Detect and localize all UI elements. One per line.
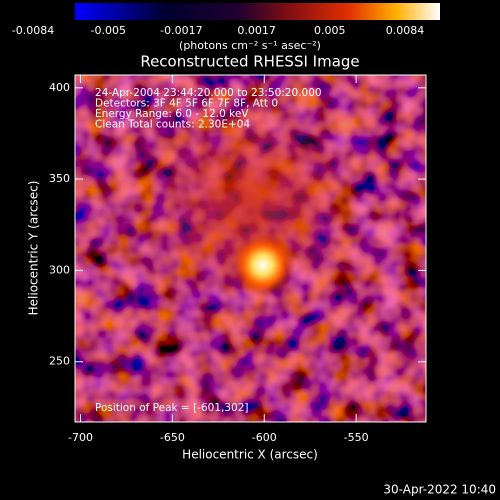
annotation: 24-Apr-2004 23:44:20.000 to 23:50:20.000 (95, 87, 322, 99)
annotation: Energy Range: 6.0 - 12.0 keV (95, 108, 249, 120)
colorbar-tick-label: 0.0084 (386, 24, 425, 37)
x-axis-label: Heliocentric X (arcsec) (182, 448, 318, 462)
timestamp: 30-Apr-2022 10:40 (383, 483, 496, 497)
colorbar (75, 3, 440, 20)
y-tick-label: 300 (49, 263, 70, 276)
x-tick-label: -550 (344, 431, 369, 444)
image (75, 75, 426, 422)
annotation: Detectors: 3F 4F 5F 6F 7F 8F, Att 0 (95, 98, 278, 110)
colorbar-tick-label: -0.005 (91, 24, 126, 37)
y-tick-label: 250 (49, 355, 70, 368)
colorbar-tick-label: -0.0017 (160, 24, 202, 37)
colorbar-tick-label: 0.0017 (237, 24, 276, 37)
y-tick-label: 400 (49, 81, 70, 94)
peak-annotation: Position of Peak = [-601,302] (95, 402, 249, 414)
colorbar-tick-label: -0.0084 (12, 24, 54, 37)
x-tick-label: -700 (68, 431, 93, 444)
y-axis-label: Heliocentric Y (arcsec) (27, 181, 41, 316)
x-tick-label: -600 (252, 431, 277, 444)
y-tick-label: 350 (49, 172, 70, 185)
annotation: Clean Total counts: 2.30E+04 (95, 119, 250, 131)
colorbar-label: (photons cm⁻² s⁻¹ asec⁻²) (179, 39, 321, 52)
colorbar-tick-label: 0.005 (314, 24, 346, 37)
chart-title: Reconstructed RHESSI Image (140, 53, 359, 71)
x-tick-label: -650 (160, 431, 185, 444)
plot-frame (74, 74, 427, 423)
